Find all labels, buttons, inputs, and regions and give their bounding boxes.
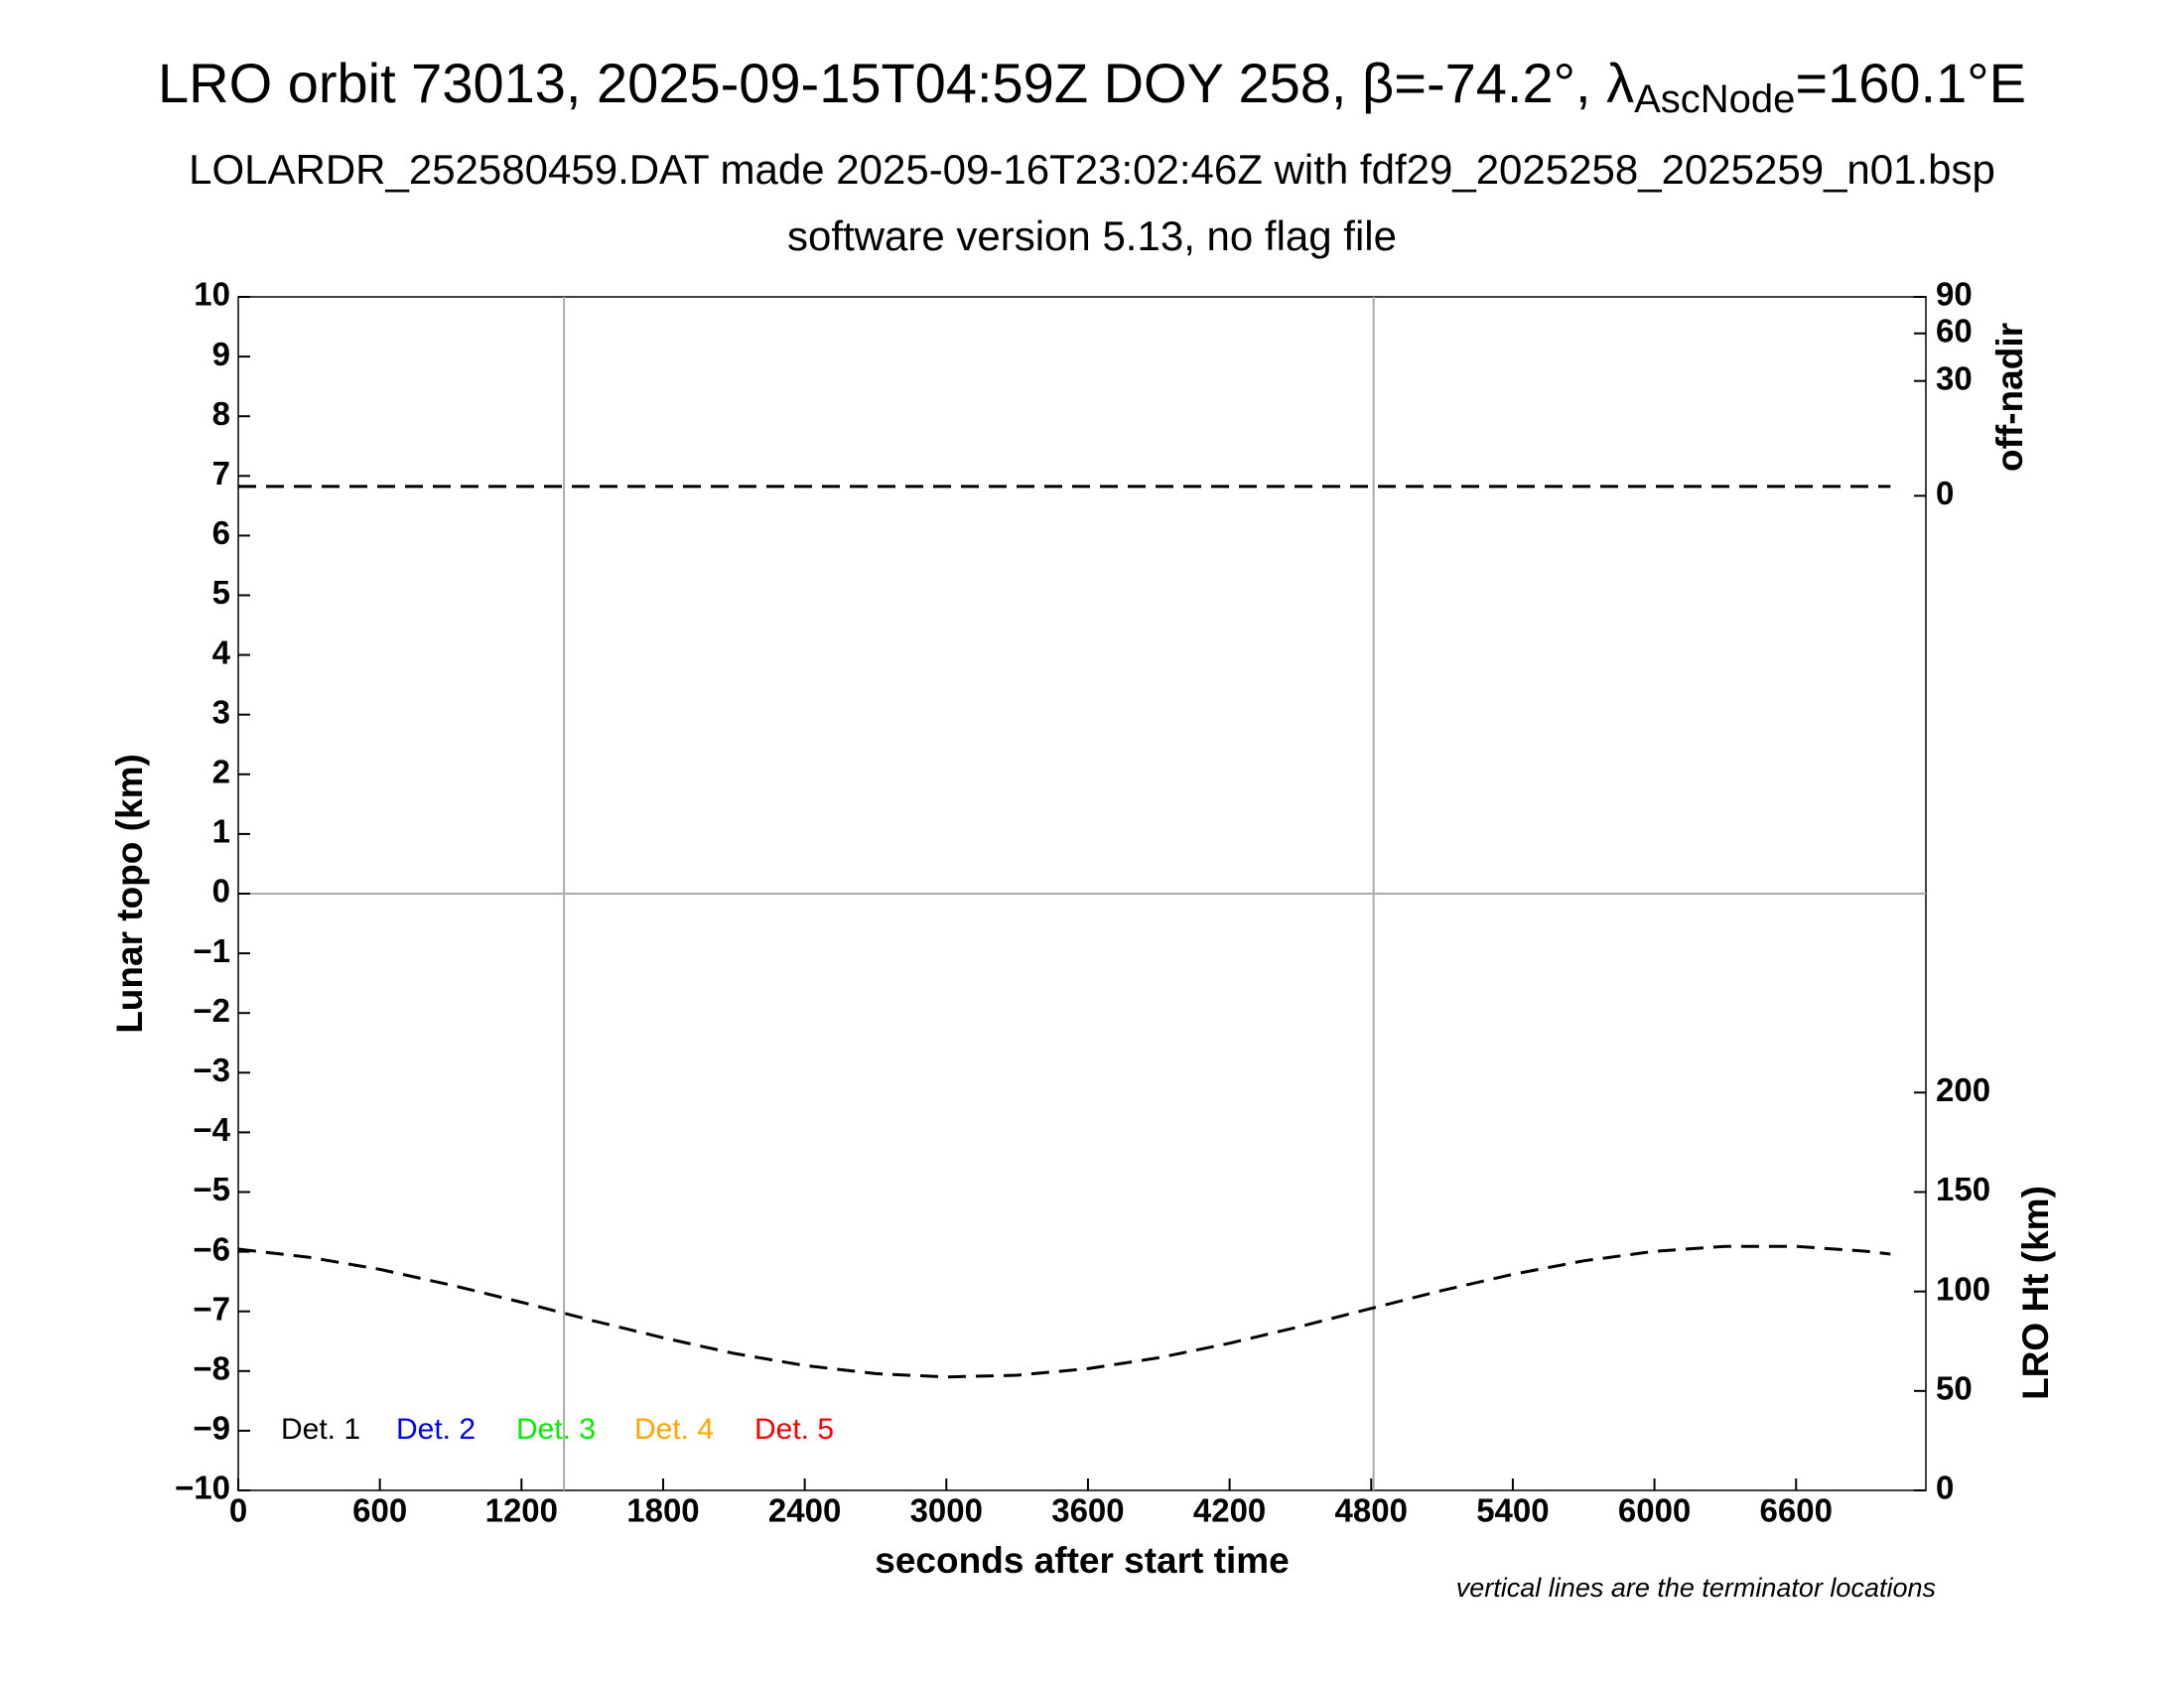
legend-entry: Det. 2	[396, 1413, 476, 1446]
y2-tick-label: 0	[1936, 1470, 1954, 1506]
x-tick-label: 6000	[1618, 1492, 1691, 1529]
y-tick-label: 8	[212, 395, 230, 432]
y3-tick-label: 90	[1936, 276, 1973, 313]
chart-title: LRO orbit 73013, 2025-09-15T04:59Z DOY 2…	[158, 52, 2026, 121]
x-tick-label: 5400	[1476, 1492, 1549, 1529]
title-subscript: AscNode	[1634, 77, 1795, 121]
y-tick-label: 2	[212, 754, 230, 790]
y-tick-label: −9	[193, 1410, 230, 1447]
legend-entry: Det. 3	[516, 1413, 596, 1446]
x-tick-label: 1800	[626, 1492, 699, 1529]
subtitle: LOLARDR_252580459.DAT made 2025-09-16T23…	[189, 146, 1995, 193]
y-tick-label: −8	[193, 1350, 230, 1387]
y-tick-label: 0	[212, 873, 230, 910]
data-line	[237, 1244, 1891, 1379]
y-tick-label: 9	[212, 336, 230, 372]
y-tick-label: −3	[193, 1052, 230, 1088]
title-part: LRO orbit 73013, 2025-09-15T04:59Z DOY 2…	[158, 52, 1634, 114]
x-tick-label: 600	[352, 1492, 407, 1529]
y2-tick-label: 100	[1936, 1270, 1990, 1307]
legend-entry: Det. 4	[634, 1413, 714, 1446]
title-part: =160.1°E	[1795, 52, 2026, 114]
y2-tick-label: 150	[1936, 1171, 1990, 1207]
y3-tick-label: 0	[1936, 475, 1954, 511]
y3-tick-label: 60	[1936, 312, 1973, 349]
x-tick-label: 1200	[485, 1492, 558, 1529]
y-tick-label: 7	[212, 455, 230, 492]
y-tick-label: 1	[212, 813, 230, 850]
x-tick-label: 0	[229, 1492, 247, 1529]
note: vertical lines are the terminator locati…	[1456, 1573, 1936, 1603]
y-tick-label: −1	[193, 932, 230, 969]
y-tick-label: 10	[194, 276, 230, 313]
y3-axis-label: off-nadir	[1989, 323, 2030, 472]
y-tick-label: −10	[175, 1470, 230, 1506]
y-tick-label: 5	[212, 574, 230, 611]
x-tick-label: 2400	[768, 1492, 841, 1529]
y-tick-label: −7	[193, 1290, 230, 1327]
y-axis-label: Lunar topo (km)	[109, 754, 150, 1034]
x-tick-label: 3600	[1051, 1492, 1124, 1529]
y-tick-label: 3	[212, 693, 230, 730]
legend-entry: Det. 5	[754, 1413, 834, 1446]
x-tick-label: 4800	[1335, 1492, 1408, 1529]
x-tick-label: 3000	[910, 1492, 983, 1529]
x-axis-label: seconds after start time	[875, 1540, 1289, 1581]
x-tick-label: 6600	[1760, 1492, 1833, 1529]
y-tick-label: −6	[193, 1230, 230, 1267]
y-tick-label: −2	[193, 992, 230, 1029]
y2-tick-label: 200	[1936, 1071, 1990, 1108]
y-tick-label: 4	[212, 633, 231, 670]
y-tick-label: 6	[212, 514, 230, 551]
legend-entry: Det. 1	[281, 1413, 360, 1446]
y3-tick-label: 30	[1936, 359, 1973, 396]
y2-tick-label: 50	[1936, 1370, 1973, 1407]
x-tick-label: 4200	[1193, 1492, 1266, 1529]
subtitle: software version 5.13, no flag file	[787, 212, 1397, 259]
y2-axis-label: LRO Ht (km)	[2015, 1186, 2056, 1400]
y-tick-label: −5	[193, 1171, 230, 1207]
y-tick-label: −4	[193, 1111, 230, 1148]
